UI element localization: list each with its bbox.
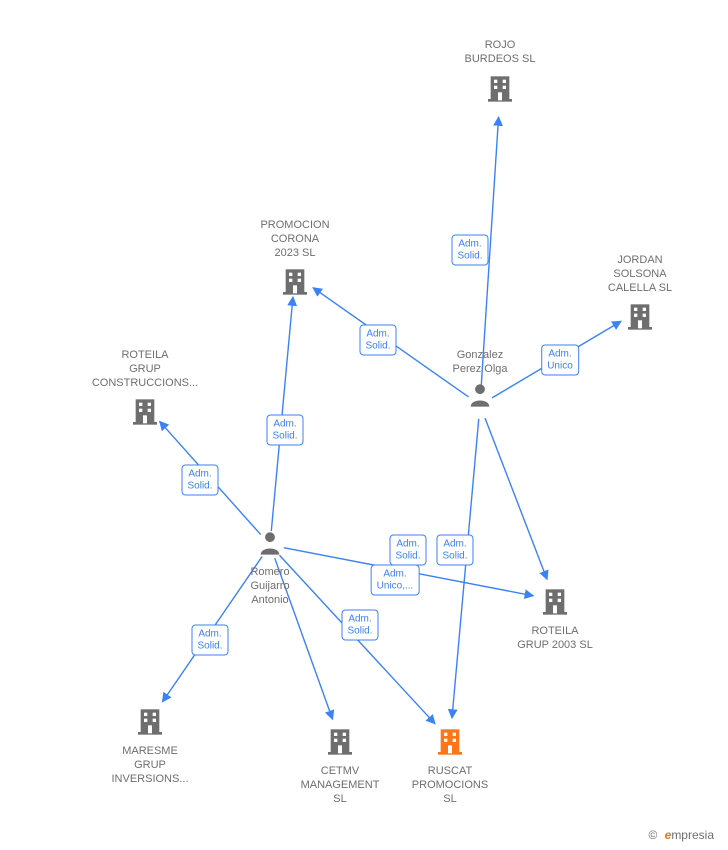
edge-label: Adm. Solid.	[266, 415, 303, 446]
node-rojo[interactable]: ROJO BURDEOS SL	[445, 35, 555, 108]
node-label: ROTEILA GRUP 2003 SL	[500, 625, 610, 653]
node-label: RUSCAT PROMOCIONS SL	[395, 765, 505, 806]
edge-label: Adm. Solid.	[341, 610, 378, 641]
footer-copyright: © empresia	[648, 828, 714, 842]
node-label: ROTEILA GRUP CONSTRUCCIONS...	[90, 349, 200, 390]
edge-label: Adm. Unico,...	[371, 565, 420, 596]
edge-label: Adm. Solid.	[191, 625, 228, 656]
node-cetmv[interactable]: CETMV MANAGEMENT SL	[285, 724, 395, 806]
node-maresme[interactable]: MARESME GRUP INVERSIONS...	[95, 704, 205, 786]
node-jordan[interactable]: JORDAN SOLSONA CALELLA SL	[585, 250, 695, 336]
building-icon	[539, 603, 571, 620]
node-romero[interactable]: Romero Guijarro Antonio	[215, 529, 325, 607]
copyright-symbol: ©	[648, 828, 657, 842]
edge-line	[452, 419, 479, 718]
node-label: MARESME GRUP INVERSIONS...	[95, 745, 205, 786]
edge-line	[485, 418, 547, 579]
building-icon	[279, 283, 311, 300]
node-label: CETMV MANAGEMENT SL	[285, 765, 395, 806]
building-icon	[434, 743, 466, 760]
edge-label: Adm. Solid.	[451, 235, 488, 266]
edge-label: Adm. Solid.	[181, 465, 218, 496]
building-icon	[324, 743, 356, 760]
building-icon	[134, 723, 166, 740]
network-diagram: ROJO BURDEOS SL PROMOCION CORONA 2023 SL…	[0, 0, 728, 850]
node-label: Gonzalez Perez Olga	[425, 349, 535, 377]
node-label: Romero Guijarro Antonio	[215, 566, 325, 607]
node-roteila_con[interactable]: ROTEILA GRUP CONSTRUCCIONS...	[90, 345, 200, 431]
person-icon	[466, 396, 494, 413]
building-icon	[624, 318, 656, 335]
node-label: PROMOCION CORONA 2023 SL	[240, 219, 350, 260]
building-icon	[484, 90, 516, 107]
edge-label: Adm. Unico	[541, 345, 579, 376]
edge-label: Adm. Solid.	[389, 535, 426, 566]
node-promocion[interactable]: PROMOCION CORONA 2023 SL	[240, 215, 350, 301]
edge-label: Adm. Solid.	[436, 535, 473, 566]
person-icon	[256, 544, 284, 561]
building-icon	[129, 413, 161, 430]
node-gonzalez[interactable]: Gonzalez Perez Olga	[425, 345, 535, 414]
node-ruscat[interactable]: RUSCAT PROMOCIONS SL	[395, 724, 505, 806]
edge-label: Adm. Solid.	[359, 325, 396, 356]
node-roteila2003[interactable]: ROTEILA GRUP 2003 SL	[500, 584, 610, 653]
node-label: ROJO BURDEOS SL	[445, 39, 555, 67]
node-label: JORDAN SOLSONA CALELLA SL	[585, 254, 695, 295]
brand-rest: mpresia	[671, 828, 714, 842]
